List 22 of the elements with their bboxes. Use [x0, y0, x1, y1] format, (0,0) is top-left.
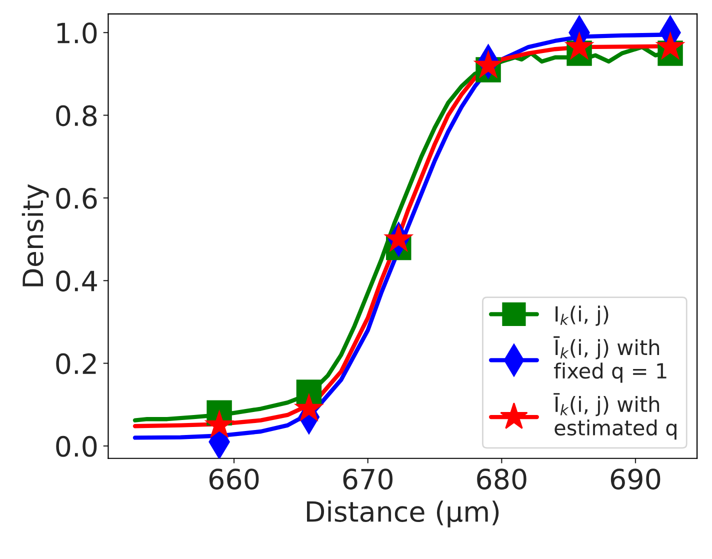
point — [204, 409, 234, 438]
y-tick-label: 0.4 — [56, 270, 97, 292]
y-tick-label: 1.0 — [57, 22, 97, 44]
point — [655, 31, 686, 60]
y-axis-title: Density — [22, 184, 49, 286]
legend-label: Ī$_{k}$(i, j) with estimated q — [554, 393, 676, 440]
y-tick-label: 0.2 — [56, 353, 96, 374]
x-tick-label: 670 — [343, 468, 393, 490]
point — [473, 50, 504, 78]
legend-label: I$_{k}$(i, j) — [556, 306, 608, 326]
point — [294, 392, 324, 422]
point — [564, 31, 594, 60]
point — [296, 380, 322, 405]
point — [384, 223, 414, 252]
x-axis-title: Distance (μm) — [307, 500, 499, 528]
y-tick-label: 0.0 — [56, 436, 97, 457]
x-tick-label: 680 — [477, 468, 526, 490]
y-tick-label: 0.6 — [56, 188, 97, 209]
x-tick-label: 660 — [209, 468, 259, 490]
x-tick-label: 690 — [610, 468, 660, 490]
y-tick-label: 0.8 — [56, 105, 97, 126]
legend-label: Ī$_{k}$(i, j) with fixed q = 1 — [554, 336, 666, 383]
